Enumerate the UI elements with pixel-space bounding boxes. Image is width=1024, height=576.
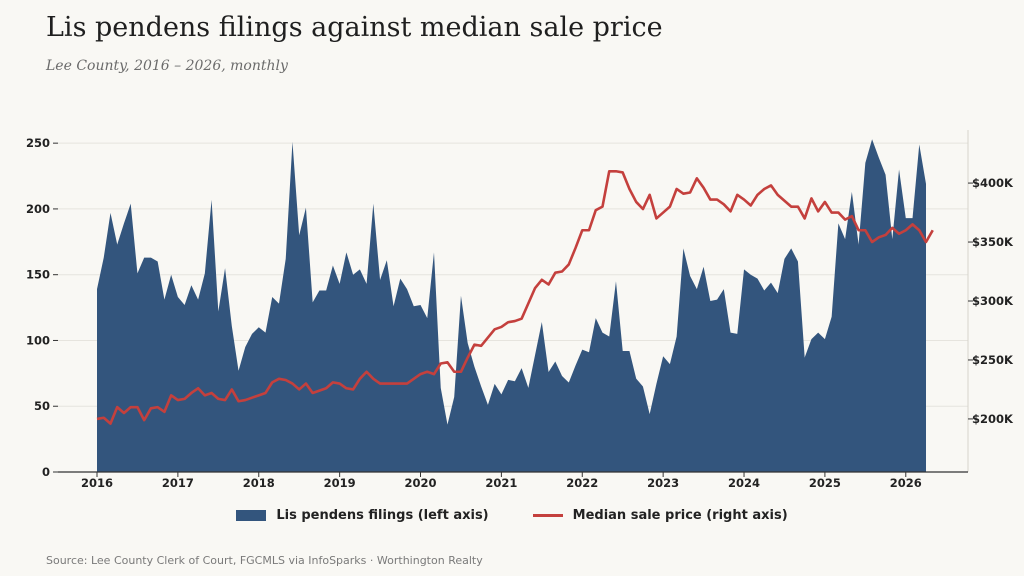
x-tick-label: 2019: [324, 476, 356, 490]
filings-area: [97, 139, 926, 472]
price-line: [96, 169, 934, 425]
source-note: Source: Lee County Clerk of Court, FGCML…: [46, 554, 483, 567]
x-tick-label: 2022: [566, 476, 598, 490]
x-tick-label: 2016: [81, 476, 113, 490]
x-tick-label: 2020: [405, 476, 437, 490]
legend-swatch-filings: [236, 510, 267, 521]
y-left-tick-label: 100: [26, 333, 50, 347]
y-left-tick-label: 250: [26, 136, 50, 150]
y-left-tick-label: 150: [26, 268, 50, 282]
x-tick-label: 2021: [485, 476, 517, 490]
y-right-tick-label: $400K: [972, 176, 1014, 190]
x-tick-label: 2024: [728, 476, 760, 490]
legend-item-filings: Lis pendens filings (left axis): [236, 508, 489, 523]
x-tick-label: 2017: [162, 476, 194, 490]
y-left-tick-label: 50: [34, 399, 50, 413]
y-right-tick-label: $200K: [972, 412, 1014, 426]
chart-title: Lis pendens filings against median sale …: [46, 12, 663, 43]
y-right-tick-label: $300K: [972, 294, 1014, 308]
y-left-tick-label: 200: [26, 202, 50, 216]
x-tick-label: 2026: [890, 476, 922, 490]
chart-subtitle: Lee County, 2016 – 2026, monthly: [46, 58, 288, 74]
legend-label-filings: Lis pendens filings (left axis): [276, 508, 489, 523]
y-right-tick-label: $250K: [972, 353, 1014, 367]
legend-label-price: Median sale price (right axis): [572, 508, 788, 523]
x-tick-label: 2023: [647, 476, 679, 490]
chart-legend: Lis pendens filings (left axis) Median s…: [0, 508, 1024, 523]
x-tick-label: 2025: [809, 476, 841, 490]
chart-canvas: 2016 2017 2018 2019 2020 2021 2022 2023 2024 2025…: [26, 130, 1014, 490]
legend-item-price: Median sale price (right axis): [532, 508, 788, 523]
y-left-tick-label: 0: [42, 465, 50, 479]
y-right-tick-label: $350K: [972, 235, 1014, 249]
x-tick-label: 2018: [243, 476, 275, 490]
legend-swatch-price: [532, 514, 563, 517]
